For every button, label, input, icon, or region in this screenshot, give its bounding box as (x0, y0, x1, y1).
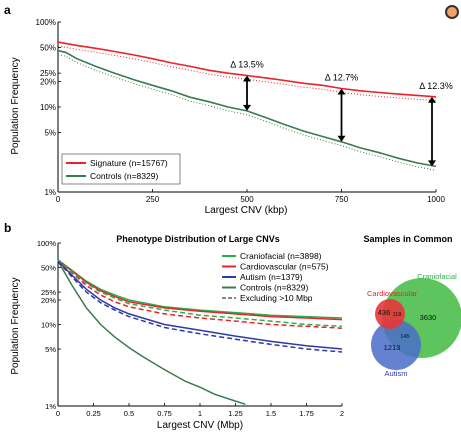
x-tick-label: 250 (146, 195, 160, 204)
series-line (57, 259, 343, 321)
series-line (57, 260, 246, 406)
venn-circle-autism (371, 320, 421, 370)
y-tick-label: 50% (40, 44, 56, 53)
delta-annotation: Δ 12.7% (325, 73, 359, 83)
x-tick-label: 0.75 (157, 409, 172, 418)
legend-label: Cardiovascular (n=575) (240, 262, 329, 272)
delta-arrow-head-up (428, 96, 436, 103)
series-line (57, 259, 343, 319)
panel-a-xlabel: Largest CNV (kbp) (205, 205, 288, 216)
delta-arrow-head-down (337, 135, 346, 142)
venn-title: Samples in Common (363, 234, 452, 244)
series-line (57, 259, 343, 328)
x-tick-label: 1.75 (299, 409, 314, 418)
legend-label: Signature (n=15767) (90, 158, 168, 168)
x-tick-label: 0.25 (86, 409, 101, 418)
series-ci-line (57, 54, 437, 171)
legend-label: Excluding >10 Mbp (240, 293, 313, 303)
x-tick-label: 1.25 (228, 409, 243, 418)
x-tick-label: 1.5 (266, 409, 276, 418)
panel-b-legend: Craniofacial (n=3898)Cardiovascular (n=5… (222, 251, 329, 303)
circle-logo-icon (445, 5, 459, 19)
series-line (57, 260, 343, 353)
y-tick-label: 10% (40, 103, 56, 112)
x-tick-label: 0 (56, 195, 61, 204)
panel-a-label: a (4, 3, 11, 17)
venn-region-value: 118 (393, 312, 402, 318)
y-tick-label: 50% (41, 264, 56, 273)
delta-annotation: Δ 12.3% (419, 81, 453, 91)
y-tick-label: 1% (45, 402, 56, 411)
panel-b-title: Phenotype Distribution of Large CNVs (116, 234, 280, 244)
series-line (57, 259, 343, 329)
x-tick-label: 750 (335, 195, 349, 204)
panel-b-label: b (4, 221, 11, 235)
venn-region-value: 436 (378, 308, 391, 317)
venn-set-label: Cardiovascular (367, 289, 418, 298)
y-tick-label: 25% (40, 69, 56, 78)
venn-set-label: Craniofacial (417, 272, 457, 281)
legend-label: Controls (n=8329) (240, 283, 308, 293)
y-tick-label: 20% (41, 296, 56, 305)
panel-b-chart: 0 0.25 0.5 0.75 1 1.25 1.5 1.75 2 1% 5% 10% 20%25% 50… (37, 239, 344, 418)
x-tick-label: 1000 (427, 195, 445, 204)
panel-a-chart: 0 250 500 750 1000 1% 5% 10% 20%25% 50% 100% Δ 13.5… (36, 18, 453, 204)
venn-region-value: 1213 (384, 343, 401, 352)
y-tick-label: 10% (41, 321, 56, 330)
y-tick-label: 5% (45, 345, 56, 354)
legend-box (61, 153, 181, 185)
venn-region-value: 3630 (420, 313, 437, 322)
y-tick-label: 100% (37, 239, 57, 248)
y-tick-label: 25% (41, 288, 56, 297)
x-tick-label: 0 (56, 409, 60, 418)
y-tick-label: 5% (44, 129, 56, 138)
y-tick-label: 1% (44, 188, 56, 197)
venn-diagram: CraniofacialCardiovascularAutism36304361… (367, 272, 461, 378)
series-line (57, 41, 437, 98)
panel-b-xlabel: Largest CNV (Mbp) (157, 420, 243, 431)
venn-circle-cardiovascular (375, 299, 405, 329)
delta-arrow-head-down (243, 104, 251, 111)
series-line (57, 49, 437, 168)
series-line (57, 260, 343, 350)
delta-arrow-head-up (243, 75, 251, 82)
panel-b-ylabel: Population Frequency (10, 277, 21, 374)
series-ci-line (57, 45, 437, 102)
x-tick-label: 1 (198, 409, 202, 418)
panel-a-ylabel: Population Frequency (10, 57, 21, 154)
x-tick-label: 2 (340, 409, 344, 418)
panel-a-legend: Signature (n=15767) Controls (n=8329) (61, 153, 181, 185)
y-tick-label: 100% (36, 18, 56, 27)
delta-arrow-head-up (337, 88, 346, 95)
venn-set-label: Autism (385, 369, 408, 378)
legend-label: Craniofacial (n=3898) (240, 251, 322, 261)
delta-annotation: Δ 13.5% (230, 59, 264, 69)
x-tick-label: 500 (240, 195, 254, 204)
delta-arrow-head-down (428, 160, 436, 167)
venn-region-value: 145 (400, 334, 409, 340)
x-tick-label: 0.5 (124, 409, 134, 418)
legend-label: Autism (n=1379) (240, 272, 303, 282)
y-tick-label: 20% (40, 77, 56, 86)
legend-label: Controls (n=8329) (90, 171, 158, 181)
